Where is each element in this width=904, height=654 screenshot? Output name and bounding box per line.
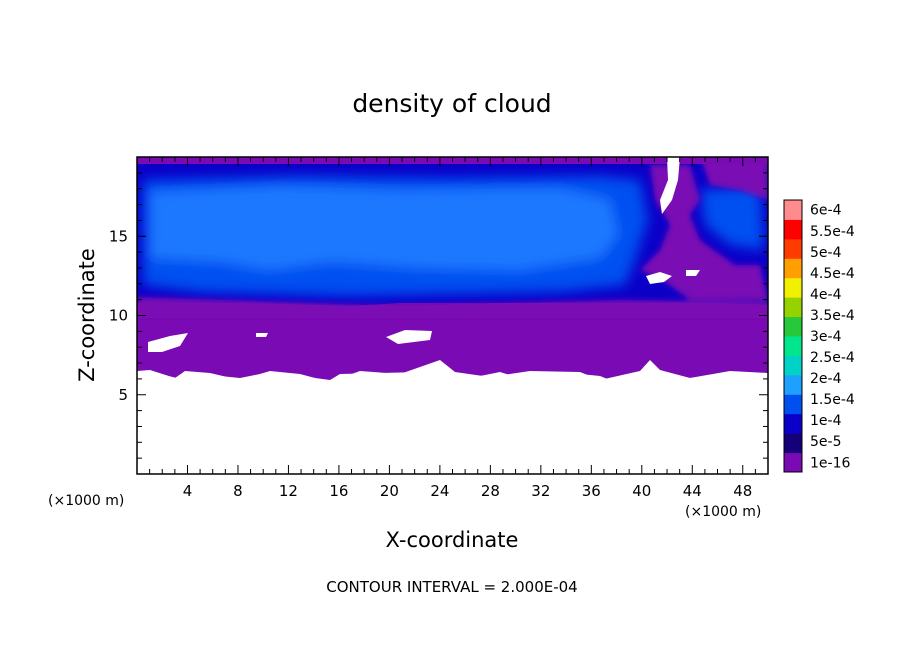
plot-area — [137, 157, 768, 474]
x-tick-label: 4 — [183, 482, 193, 500]
contour-interval-note: CONTOUR INTERVAL = 2.000E-04 — [326, 578, 577, 596]
no-cloud-region — [137, 362, 768, 474]
colorbar-swatch — [784, 258, 802, 279]
clear-hole-small — [256, 333, 268, 337]
colorbar-label: 3e-4 — [810, 329, 842, 345]
x-tick-label: 44 — [683, 482, 702, 500]
colorbar-swatch — [784, 238, 802, 259]
chart-title: density of cloud — [352, 89, 551, 118]
colorbar-swatch — [784, 413, 802, 434]
x-tick-label: 28 — [481, 482, 500, 500]
clear-hole-right — [646, 272, 672, 284]
y-axis: 5 10 15 — [109, 172, 768, 459]
colorbar-label: 1.5e-4 — [810, 392, 855, 408]
upper-cloud-core — [150, 186, 618, 270]
x-axis: 4 8 12 16 20 24 28 32 36 40 44 48 — [149, 157, 756, 500]
x-tick-label: 8 — [233, 482, 243, 500]
colorbar-swatch — [784, 433, 802, 454]
clear-hole-right2 — [686, 270, 700, 276]
colorbar: 1e-16 5e-5 1e-4 1.5e-4 2e-4 2.5e-4 3e-4 3.5e-4 4… — [783, 199, 855, 473]
lower-cloud-ridge — [137, 297, 768, 318]
y-tick-label: 15 — [109, 227, 128, 245]
colorbar-label: 1e-16 — [810, 455, 850, 471]
colorbar-swatch — [784, 452, 802, 473]
y-tick-label: 5 — [118, 386, 128, 404]
colorbar-label: 4.5e-4 — [810, 266, 855, 282]
colorbar-label: 1e-4 — [810, 413, 842, 429]
z-unit-label: (×1000 m) — [685, 504, 761, 520]
x-tick-label: 16 — [329, 482, 348, 500]
purple-top-right — [700, 157, 768, 200]
colorbar-swatch — [784, 297, 802, 318]
colorbar-label: 4e-4 — [810, 287, 842, 303]
colorbar-swatch — [784, 336, 802, 356]
colorbar-label: 5e-4 — [810, 245, 842, 261]
x-tick-label: 12 — [279, 482, 298, 500]
x-unit-label: (×1000 m) — [48, 493, 124, 509]
clear-hole-top — [660, 157, 680, 214]
colorbar-frame — [783, 199, 803, 473]
colorbar-swatch — [784, 374, 802, 395]
colorbar-label: 2e-4 — [810, 371, 842, 387]
y-axis-title: Z-coordinate — [75, 248, 99, 382]
colorbar-swatch — [784, 394, 802, 415]
colorbar-swatch — [784, 219, 802, 240]
y-tick-label: 10 — [109, 307, 128, 325]
upper-cloud-core-right — [700, 186, 764, 250]
clear-hole-left — [148, 333, 188, 352]
x-tick-label: 32 — [531, 482, 550, 500]
colorbar-swatch — [784, 200, 802, 220]
x-tick-label: 36 — [582, 482, 601, 500]
x-tick-label: 24 — [430, 482, 449, 500]
lower-cloud-layer — [137, 300, 768, 382]
colorbar-label: 6e-4 — [810, 203, 842, 219]
colorbar-swatch — [784, 355, 802, 376]
x-tick-label: 48 — [733, 482, 752, 500]
colorbar-label: 2.5e-4 — [810, 350, 855, 366]
x-tick-label: 20 — [380, 482, 399, 500]
colorbar-swatch — [784, 277, 802, 298]
colorbar-label: 3.5e-4 — [810, 308, 855, 324]
colorbar-label: 5e-5 — [810, 434, 841, 450]
clear-hole-mid — [386, 330, 432, 344]
x-tick-label: 40 — [632, 482, 651, 500]
colorbar-swatch — [784, 316, 802, 337]
colorbar-label: 5.5e-4 — [810, 224, 855, 240]
x-axis-title: X-coordinate — [386, 528, 519, 552]
